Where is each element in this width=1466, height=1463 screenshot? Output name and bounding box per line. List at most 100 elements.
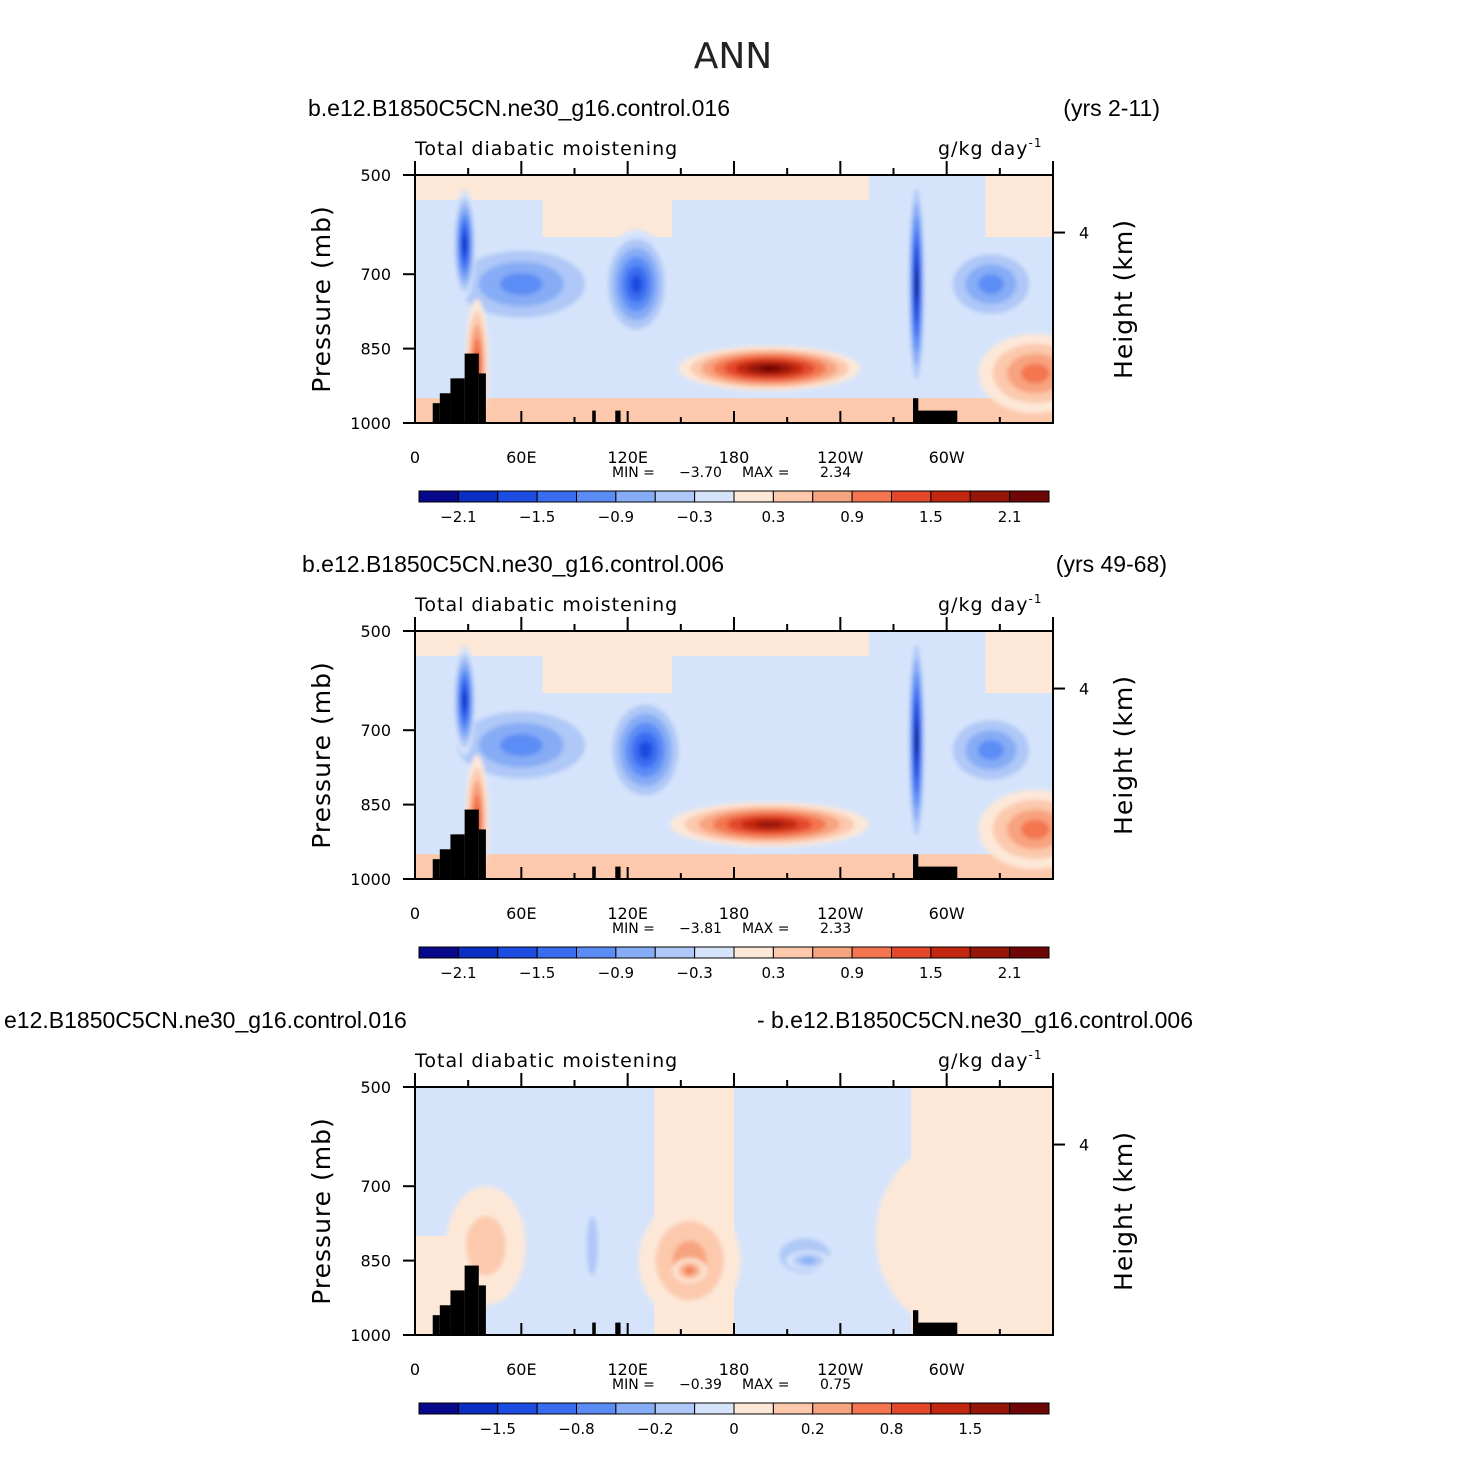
topography-mask: [439, 393, 451, 423]
topography-mask: [592, 1322, 596, 1335]
colorbar-label: −1.5: [519, 964, 555, 982]
min-value: −3.81: [679, 921, 722, 937]
colorbar-segment: [615, 1402, 656, 1415]
colorbar-label: 0.3: [761, 508, 785, 526]
contour-field: [415, 1087, 1053, 1335]
contour-level: [630, 275, 643, 294]
topography-mask: [450, 378, 465, 423]
contour-level: [462, 236, 467, 253]
panel-1: b.e12.B1850C5CN.ne30_g16.control.016 (yrs…: [307, 95, 1160, 526]
topography-mask: [464, 809, 479, 879]
colorbar-segment: [497, 1402, 538, 1415]
variable-label: Total diabatic moistening: [414, 594, 678, 616]
contour-level: [978, 274, 1004, 295]
y-tick-label: 1000: [350, 870, 391, 889]
units-label: g/kg day-1: [938, 136, 1042, 160]
colorbar-label: 2.1: [998, 508, 1022, 526]
colorbar-segment: [418, 1402, 459, 1415]
contour-level: [755, 821, 784, 828]
topography-mask: [912, 1310, 919, 1335]
x-tick-label: 60W: [929, 448, 965, 467]
min-value: −0.39: [679, 1377, 722, 1393]
y-tick-label: 500: [360, 166, 391, 185]
y-tick-label: 700: [360, 265, 391, 284]
colorbar-label: 0.9: [840, 964, 864, 982]
y-right-axis-title: Height (km): [1109, 675, 1138, 835]
colorbar-label: −0.8: [558, 1420, 594, 1438]
units-main: g/kg day: [938, 594, 1029, 616]
topography-mask: [912, 1322, 958, 1335]
colorbar-segment: [1009, 1402, 1050, 1415]
x-tick-label: 120W: [817, 904, 864, 923]
case-label: b.e12.B1850C5CN.ne30_g16.control.006: [302, 551, 724, 577]
colorbar-segment: [930, 946, 971, 959]
topography-mask: [432, 859, 440, 879]
colorbar-segment: [576, 1402, 617, 1415]
colorbar-segment: [930, 490, 971, 503]
colorbar-segment: [418, 946, 459, 959]
colorbar-label: 0.9: [840, 508, 864, 526]
topography-mask: [478, 829, 486, 879]
max-value: 2.33: [820, 921, 851, 937]
upper-positive-band: [415, 175, 869, 200]
colorbar-label: 1.5: [919, 508, 943, 526]
colorbar-segment: [536, 490, 577, 503]
colorbar-segment: [891, 1402, 932, 1415]
colorbar-segment: [615, 946, 656, 959]
contour-level: [914, 270, 919, 298]
colorbar-segment: [497, 946, 538, 959]
colorbar-segment: [457, 1402, 499, 1415]
x-tick-label: 60E: [506, 1360, 536, 1379]
colorbar-segment: [812, 946, 853, 959]
y-right-axis-title: Height (km): [1109, 219, 1138, 379]
colorbar-label: 0.3: [761, 964, 785, 982]
y-axis-title: Pressure (mb): [307, 661, 336, 848]
height-tick-label: 4: [1079, 224, 1089, 243]
colorbar-label: 2.1: [998, 964, 1022, 982]
topography-mask: [912, 410, 958, 423]
contour-level: [462, 692, 467, 709]
y-tick-label: 700: [360, 1177, 391, 1196]
variable-label: Total diabatic moistening: [414, 1050, 678, 1072]
y-right-axis-title: Height (km): [1109, 1131, 1138, 1291]
y-axis-title: Pressure (mb): [307, 1117, 336, 1304]
colorbar-segment: [851, 1402, 892, 1415]
x-tick-label: 120W: [817, 1360, 864, 1379]
colorbar-segment: [418, 490, 459, 503]
colorbar-segment: [576, 946, 617, 959]
topography-mask: [592, 866, 596, 879]
x-tick-label: 60E: [506, 448, 536, 467]
contour-level: [638, 740, 653, 760]
colorbar-segment: [497, 490, 538, 503]
x-tick-label: 120E: [607, 448, 648, 467]
colorbar-segment: [576, 490, 617, 503]
colorbar-segment: [930, 1402, 971, 1415]
colorbar-segment: [812, 1402, 853, 1415]
topography-mask: [478, 373, 486, 423]
x-tick-label: 120E: [607, 904, 648, 923]
contour-level: [1021, 819, 1050, 840]
units-label: g/kg day-1: [938, 1048, 1042, 1072]
years-label: (yrs 2-11): [1063, 95, 1160, 121]
colorbar-segment: [615, 490, 656, 503]
upper-positive-band: [985, 631, 1053, 693]
contour-level: [500, 272, 543, 296]
units-main: g/kg day: [938, 138, 1029, 160]
units-label: g/kg day-1: [938, 592, 1042, 616]
contour-level: [978, 740, 1004, 760]
colorbar-segment: [812, 490, 853, 503]
min-label: MIN =: [612, 921, 655, 937]
colorbar-segment: [851, 490, 892, 503]
colorbar-label: 0.8: [880, 1420, 904, 1438]
x-tick-label: 120E: [607, 1360, 648, 1379]
colorbar-label: −0.3: [676, 508, 712, 526]
case-label: e12.B1850C5CN.ne30_g16.control.016: [4, 1007, 407, 1033]
colorbar-label: 1.5: [919, 964, 943, 982]
x-tick-label: 60E: [506, 904, 536, 923]
panel-3: e12.B1850C5CN.ne30_g16.control.016 - b.e1…: [4, 1007, 1193, 1438]
topography-mask: [450, 834, 465, 879]
colorbar-segment: [733, 490, 774, 503]
y-tick-label: 500: [360, 622, 391, 641]
colorbar-label: −1.5: [480, 1420, 516, 1438]
colorbar-label: 0: [729, 1420, 739, 1438]
